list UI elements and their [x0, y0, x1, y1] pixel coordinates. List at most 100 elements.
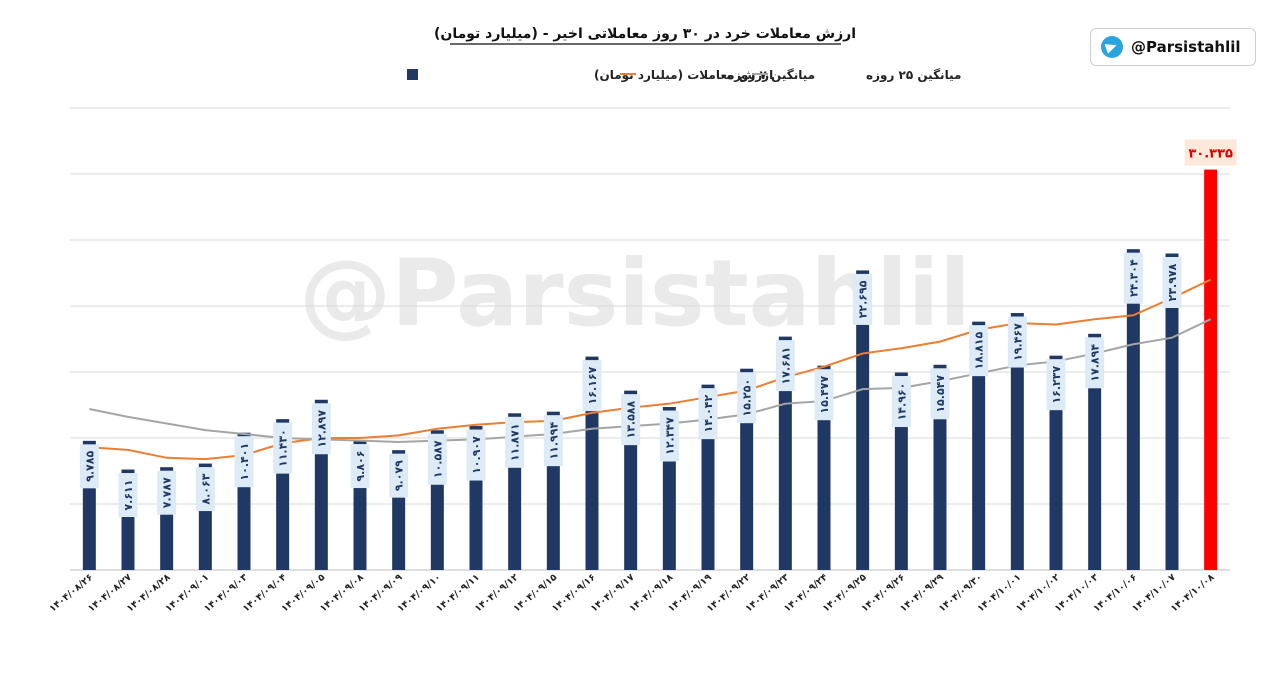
data-label-text: ۱۳.۵۸۸ — [625, 400, 638, 438]
gridlines — [70, 107, 1230, 571]
data-label-text: ۱۲.۳۴۷ — [663, 417, 676, 455]
data-label-text: ۱۵.۵۴۷ — [934, 375, 947, 413]
data-label: ۱۸.۸۱۵ — [969, 325, 989, 377]
data-label-text: ۷.۷۸۷ — [161, 477, 174, 508]
data-label: ۱۲.۸۹۷ — [311, 403, 331, 455]
legend-label-ma25: میانگین ۲۵ روزه — [866, 68, 961, 83]
data-label-box — [195, 467, 215, 512]
data-label-box — [814, 369, 834, 421]
data-label-box — [466, 429, 486, 481]
legend-label-ma7: میانگین ۷ روزه — [727, 68, 815, 83]
data-label-box — [969, 325, 989, 377]
data-label-text: ۱۵.۴۷۷ — [818, 376, 831, 414]
data-label: ۱۰.۵۸۷ — [427, 433, 447, 485]
data-label-text: ۸.۰۶۳ — [199, 473, 212, 504]
data-label: ۹.۰۷۹ — [389, 453, 409, 498]
bar — [1088, 333, 1102, 570]
legend-label-bars: ارزش معاملات (میلیارد تومان) — [594, 68, 773, 83]
data-label: ۱۵.۲۵۰ — [737, 372, 757, 424]
bar — [1126, 249, 1140, 570]
data-label-text: ۳۰.۳۳۵ — [1188, 147, 1233, 162]
data-label-box — [350, 444, 370, 489]
data-label-box — [505, 416, 525, 468]
data-label: ۱۰.۹۰۷ — [466, 429, 486, 481]
data-label-box — [930, 368, 950, 420]
data-label: ۱۲.۳۴۷ — [659, 410, 679, 462]
data-label-text: ۱۱.۴۳۰ — [277, 429, 290, 467]
data-label: ۲۴.۳۰۴ — [1123, 252, 1143, 304]
data-label-text: ۱۷.۶۸۱ — [779, 347, 792, 385]
data-label-text: ۷.۶۱۱ — [122, 480, 135, 511]
data-label-box — [1123, 252, 1143, 304]
data-label: ۱۵.۴۷۷ — [814, 369, 834, 421]
data-label-text: ۱۸.۸۱۵ — [973, 331, 986, 369]
data-label: ۱۶.۱۶۷ — [582, 360, 602, 412]
bar — [1165, 253, 1179, 570]
legend-swatch-bars — [407, 69, 418, 80]
data-label-text: ۹.۸۰۶ — [354, 451, 367, 482]
data-label-box — [659, 410, 679, 462]
data-label-box — [582, 360, 602, 412]
bar — [856, 270, 870, 570]
data-label: ۱۰.۴۰۱ — [234, 436, 254, 488]
data-label: ۱۱.۹۹۴ — [543, 415, 563, 467]
data-label: ۹.۸۰۶ — [350, 444, 370, 489]
data-label: ۲۳.۹۷۸ — [1162, 256, 1182, 308]
data-label-text: ۱۱.۹۹۴ — [547, 422, 560, 460]
data-label: ۱۵.۵۴۷ — [930, 368, 950, 420]
bar — [1010, 313, 1024, 570]
data-label-box — [1162, 256, 1182, 308]
chart-title: ارزش معاملات خرد در ۳۰ روز معاملاتی اخیر… — [434, 26, 856, 42]
data-label-text: ۱۰.۹۰۷ — [470, 436, 483, 474]
data-label: ۱۱.۴۳۰ — [273, 422, 293, 474]
data-label: ۷.۶۱۱ — [118, 473, 138, 518]
data-label-box — [853, 273, 873, 325]
data-label-text: ۱۰.۵۸۷ — [431, 440, 444, 478]
data-label: ۱۷.۶۸۱ — [775, 340, 795, 392]
data-label-text: ۱۶.۲۳۷ — [1050, 366, 1063, 404]
data-label-text: ۱۶.۱۶۷ — [586, 366, 599, 404]
data-label: ۱۹.۴۶۷ — [1007, 316, 1027, 368]
data-label-box — [389, 453, 409, 498]
data-label-box — [621, 394, 641, 446]
x-tick-labels: ۱۴۰۴/۰۸/۲۶۱۴۰۴/۰۸/۲۷۱۴۰۴/۰۸/۲۸۱۴۰۴/۰۹/۰۱… — [47, 572, 1216, 615]
data-label-box — [1046, 359, 1066, 411]
data-label-latest: ۳۰.۳۳۵ — [1184, 139, 1237, 166]
bar — [778, 336, 792, 570]
data-label-text: ۹.۰۷۹ — [393, 460, 406, 491]
data-label-box — [737, 372, 757, 424]
data-label: ۲۲.۶۹۵ — [853, 273, 873, 325]
data-label-text: ۱۷.۸۹۴ — [1089, 344, 1102, 382]
data-label-text: ۱۹.۴۶۷ — [1011, 323, 1024, 361]
data-label-text: ۱۰.۴۰۱ — [238, 443, 251, 481]
data-label: ۹.۷۸۵ — [79, 444, 99, 489]
data-label-text: ۲۲.۶۹۵ — [857, 280, 870, 318]
data-label: ۱۴.۰۴۲ — [698, 388, 718, 440]
data-label-box — [1085, 337, 1105, 389]
data-labels: ۹.۷۸۵ ۷.۶۱۱ ۷.۷۸۷ ۸.۰۶۳ ۱۰.۴۰۱ ۱۱.۴۳۰ ۱۲.۸۹۷ ۹.… — [79, 139, 1237, 518]
data-label-box — [118, 473, 138, 518]
data-label-text: ۱۱.۸۷۱ — [509, 423, 522, 461]
data-label-box — [273, 422, 293, 474]
channel-handle: @Parsistahlil — [1131, 38, 1241, 56]
data-label: ۷.۷۸۷ — [157, 470, 177, 515]
data-label-box — [775, 340, 795, 392]
data-label: ۱۳.۵۸۸ — [621, 394, 641, 446]
telegram-icon — [1101, 36, 1123, 58]
data-label: ۱۶.۲۳۷ — [1046, 359, 1066, 411]
data-label-box — [698, 388, 718, 440]
data-label: ۱۴.۹۶۰ — [891, 376, 911, 428]
data-label-text: ۲۴.۳۰۴ — [1127, 259, 1140, 297]
bar — [972, 321, 986, 570]
data-label-text: ۱۴.۰۴۲ — [702, 394, 715, 432]
data-label-box — [891, 376, 911, 428]
data-label: ۸.۰۶۳ — [195, 467, 215, 512]
data-label: ۱۷.۸۹۴ — [1085, 337, 1105, 389]
data-label-box — [543, 415, 563, 467]
data-label-box — [234, 436, 254, 488]
data-label-text: ۲۳.۹۷۸ — [1166, 263, 1179, 301]
data-label-text: ۱۵.۲۵۰ — [741, 379, 754, 417]
data-label-text: ۹.۷۸۵ — [83, 451, 96, 482]
data-label-box — [79, 444, 99, 489]
channel-badge[interactable]: @Parsistahlil — [1090, 28, 1256, 66]
